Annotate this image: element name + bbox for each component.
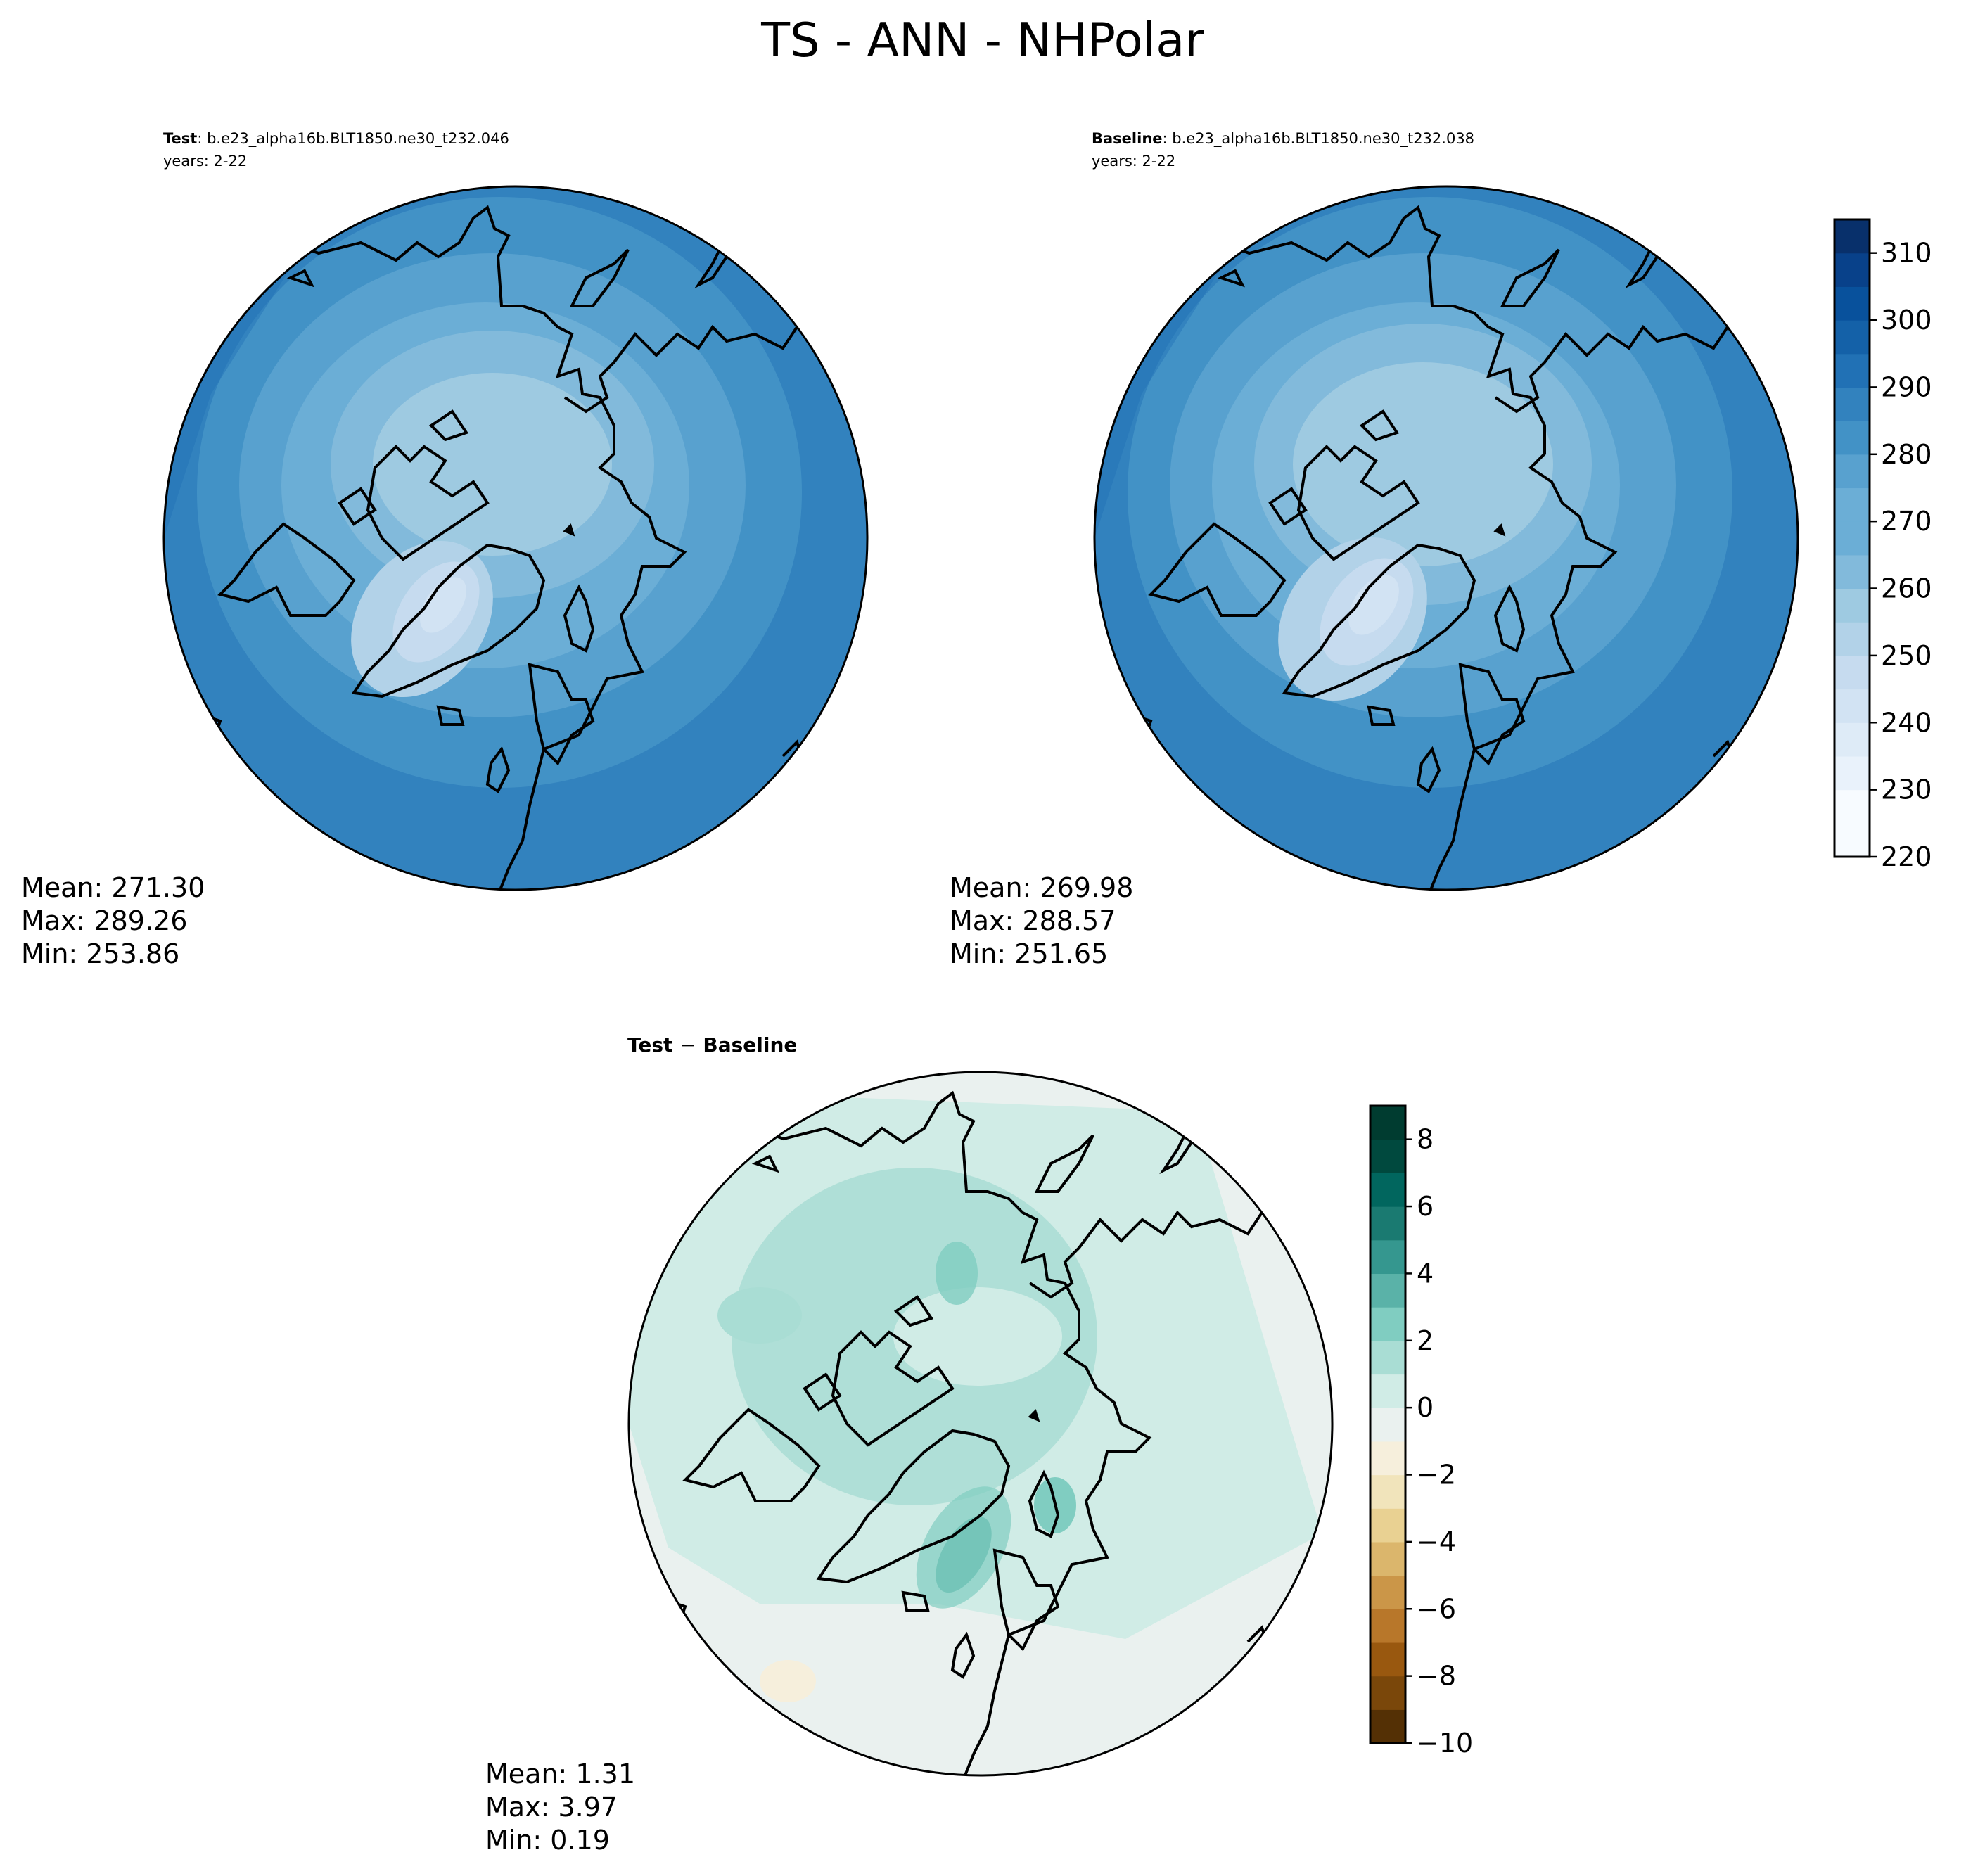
baseline-label: Baseline bbox=[1092, 130, 1163, 147]
baseline-map bbox=[1094, 186, 1798, 890]
panel-baseline: Baseline: b.e23_alpha16b.BLT1850.ne30_t2… bbox=[950, 130, 1799, 969]
baseline-max: Max: 288.57 bbox=[950, 905, 1116, 936]
baseline-header: Baseline: b.e23_alpha16b.BLT1850.ne30_t2… bbox=[1092, 130, 1474, 148]
colorbar-segment bbox=[1370, 1239, 1405, 1275]
test-map bbox=[164, 186, 867, 890]
colorbar-segment bbox=[1370, 1374, 1405, 1408]
colorbar-tick-label: 8 bbox=[1417, 1124, 1434, 1155]
baseline-min: Min: 251.65 bbox=[950, 938, 1108, 969]
colorbar-segment bbox=[1370, 1642, 1405, 1677]
test-case: : b.e23_alpha16b.BLT1850.ne30_t232.046 bbox=[197, 130, 509, 148]
colorbar-segment bbox=[1834, 454, 1870, 489]
colorbar-segment bbox=[1834, 554, 1870, 589]
test-min: Min: 253.86 bbox=[21, 938, 179, 969]
diff-mean: Mean: 1.31 bbox=[485, 1759, 635, 1789]
colorbar-segment bbox=[1834, 286, 1870, 321]
test-mean: Mean: 271.30 bbox=[21, 872, 205, 903]
colorbar-tick-label: 230 bbox=[1881, 774, 1932, 805]
colorbar-segment bbox=[1834, 789, 1870, 824]
colorbar-segment bbox=[1834, 588, 1870, 623]
colorbar-segment bbox=[1834, 655, 1870, 690]
colorbar-segment bbox=[1834, 521, 1870, 556]
colorbar-segment bbox=[1370, 1474, 1405, 1509]
colorbar-segment bbox=[1370, 1307, 1405, 1341]
colorbar-segment bbox=[1370, 1340, 1405, 1375]
colorbar-frame bbox=[1833, 218, 1871, 858]
colorbar-segment bbox=[1370, 1508, 1405, 1543]
diff-header: Test − Baseline bbox=[627, 1033, 797, 1057]
diff-label-test: Test bbox=[627, 1033, 672, 1057]
test-max: Max: 289.26 bbox=[21, 905, 187, 936]
diff-label-baseline: Baseline bbox=[703, 1033, 797, 1057]
colorbar-segment bbox=[1834, 689, 1870, 723]
colorbar-segment bbox=[1834, 320, 1870, 355]
colorbar-segment bbox=[1834, 755, 1870, 791]
colorbar-segment bbox=[1370, 1139, 1405, 1173]
colorbar-segment bbox=[1834, 823, 1870, 857]
colorbar-tick-label: 2 bbox=[1417, 1325, 1434, 1356]
panel-test: Test: b.e23_alpha16b.BLT1850.ne30_t232.0… bbox=[21, 130, 869, 969]
colorbar-tick-label: −10 bbox=[1417, 1728, 1473, 1759]
colorbar-segment bbox=[1834, 219, 1870, 254]
colorbar-difference: −10 −8 −6 −4 −2 0 2 4 6 8 bbox=[1369, 1104, 1473, 1759]
colorbar-tick-label: 280 bbox=[1881, 439, 1932, 470]
colorbar-frame bbox=[1369, 1104, 1407, 1744]
colorbar-tick-label: 0 bbox=[1417, 1392, 1434, 1423]
colorbar-segment bbox=[1370, 1173, 1405, 1207]
colorbar-segment bbox=[1370, 1541, 1405, 1576]
colorbar-segment bbox=[1370, 1408, 1405, 1442]
colorbar-segment bbox=[1370, 1206, 1405, 1241]
colorbar-segment bbox=[1370, 1106, 1405, 1140]
colorbar-tick-label: 260 bbox=[1881, 573, 1932, 604]
colorbar-tick-label: 240 bbox=[1881, 707, 1932, 738]
panel-difference: Test − Baseline Mean: 1.31 Max: 3.97 Min… bbox=[485, 1033, 1334, 1856]
colorbar-segment bbox=[1834, 487, 1870, 522]
colorbar-tick-label: 6 bbox=[1417, 1191, 1434, 1222]
colorbar-tick-label: 220 bbox=[1881, 841, 1932, 872]
colorbar-segment bbox=[1834, 353, 1870, 388]
colorbar-segment bbox=[1370, 1273, 1405, 1308]
baseline-case: : b.e23_alpha16b.BLT1850.ne30_t232.038 bbox=[1163, 130, 1475, 148]
baseline-mean: Mean: 269.98 bbox=[950, 872, 1133, 903]
baseline-years: years: 2-22 bbox=[1092, 153, 1175, 170]
colorbar-segment bbox=[1834, 387, 1870, 421]
colorbar-segment bbox=[1834, 722, 1870, 757]
diff-label-sep: − bbox=[679, 1033, 696, 1057]
colorbar-segment bbox=[1370, 1676, 1405, 1710]
colorbar-segment bbox=[1370, 1441, 1405, 1476]
colorbar-tick-label: −6 bbox=[1417, 1593, 1456, 1624]
colorbar-tick-label: 4 bbox=[1417, 1258, 1434, 1289]
colorbar-tick-label: 270 bbox=[1881, 506, 1932, 537]
diff-max: Max: 3.97 bbox=[485, 1792, 618, 1823]
colorbar-tick-label: 250 bbox=[1881, 640, 1932, 671]
test-label: Test bbox=[163, 130, 197, 147]
figure-title: TS - ANN - NHPolar bbox=[760, 13, 1204, 68]
colorbar-tick-label: 300 bbox=[1881, 305, 1932, 336]
colorbar-segment bbox=[1370, 1575, 1405, 1609]
colorbar-tick-label: −8 bbox=[1417, 1661, 1456, 1692]
colorbar-tick-label: 310 bbox=[1881, 238, 1932, 269]
colorbar-segment bbox=[1834, 622, 1870, 656]
colorbar-segment bbox=[1834, 253, 1870, 287]
colorbar-tick-label: −2 bbox=[1417, 1460, 1456, 1491]
colorbar-tick-label: 290 bbox=[1881, 371, 1932, 402]
diff-map bbox=[629, 1072, 1332, 1775]
test-years: years: 2-22 bbox=[163, 153, 247, 170]
colorbar-absolute: 220 230 240 250 260 270 280 290 300 310 bbox=[1833, 218, 1932, 872]
colorbar-segment bbox=[1370, 1609, 1405, 1643]
colorbar-segment bbox=[1834, 421, 1870, 455]
diff-min: Min: 0.19 bbox=[485, 1825, 610, 1856]
colorbar-tick-label: −4 bbox=[1417, 1526, 1456, 1557]
test-header: Test: b.e23_alpha16b.BLT1850.ne30_t232.0… bbox=[163, 130, 509, 148]
colorbar-segment bbox=[1370, 1709, 1405, 1744]
